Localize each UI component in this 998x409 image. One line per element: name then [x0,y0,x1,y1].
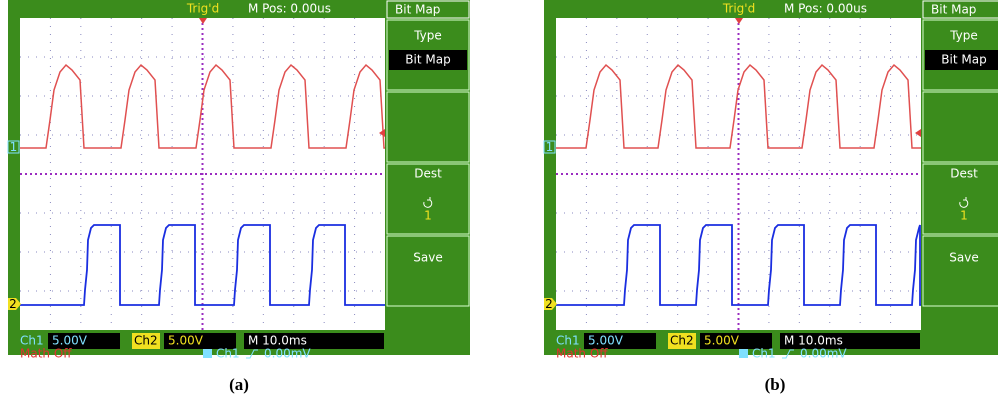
trigger-level: 0.00mV [264,347,311,361]
trigger-icon [203,349,212,358]
caption: (a) [229,375,249,394]
menu-type-value: Bit Map [405,53,450,67]
ch1-label: Ch1 [556,334,580,348]
oscilloscope-screen: 1 2 Trig'd M Pos: 0.00us Bit Map Type Bit Map D… [8,0,470,394]
menu-title: Bit Map [395,3,440,17]
ch2-label: Ch2 [134,334,158,348]
trigger-status: Trig'd [186,2,219,16]
ch2-marker: 2 [9,297,17,311]
timebase: M 10.0ms [248,334,307,348]
figure: 1 2 Trig'd M Pos: 0.00us Bit Map Type Bit Map D… [0,0,998,409]
m-position: M Pos: 0.00us [784,2,867,16]
ch2-label: Ch2 [670,334,694,348]
menu-dest-value: 1 [424,209,432,223]
menu-type-label: Type [413,29,442,43]
menu-save: Save [413,251,442,265]
menu-dest-label: Dest [414,167,442,181]
ch2-marker: 2 [545,297,553,311]
menu-item [387,236,469,306]
ch1-scale: 5.00V [52,334,88,348]
trigger-source: Ch1 [216,347,240,361]
math-status: Math Off [556,347,608,361]
menu-type-value: Bit Map [941,53,986,67]
math-status: Math Off [20,347,72,361]
menu-item [387,92,469,162]
ch1-marker: 1 [546,140,554,154]
trigger-icon [739,349,748,358]
caption: (b) [765,375,786,394]
trigger-level: 0.00mV [800,347,847,361]
ch1-marker: 1 [10,140,18,154]
timebase: M 10.0ms [784,334,843,348]
ch1-scale: 5.00V [588,334,624,348]
m-position: M Pos: 0.00us [248,2,331,16]
ch1-label: Ch1 [20,334,44,348]
menu-item [923,92,998,162]
oscilloscope-screen: 1 2 Trig'd M Pos: 0.00us Bit Map Type Bit Map D… [544,0,998,394]
menu-title: Bit Map [931,3,976,17]
trigger-source: Ch1 [752,347,776,361]
menu-dest-label: Dest [950,167,978,181]
ch2-scale: 5.00V [704,334,740,348]
menu-save: Save [949,251,978,265]
menu-type-label: Type [949,29,978,43]
menu-item [923,236,998,306]
trigger-status: Trig'd [722,2,755,16]
ch2-scale: 5.00V [168,334,204,348]
menu-dest-value: 1 [960,209,968,223]
